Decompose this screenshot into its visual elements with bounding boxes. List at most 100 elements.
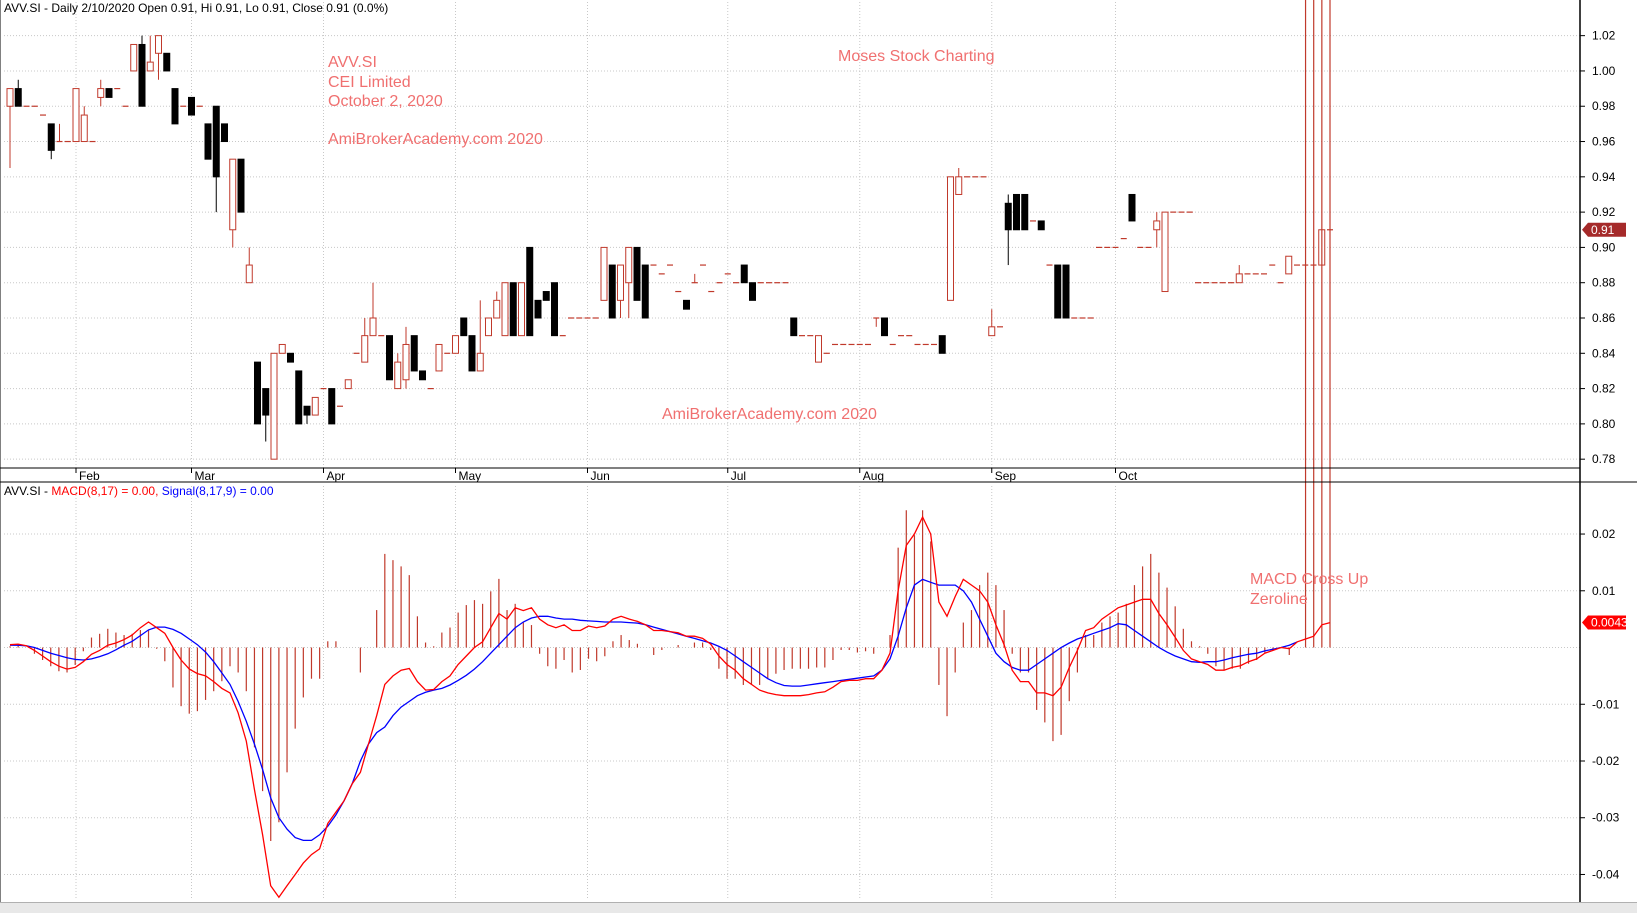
candle-up [97,88,105,98]
candle-up [245,264,253,284]
month-label: Oct [1119,469,1138,483]
candle-down [542,291,550,301]
price-tick-label: 0.96 [1592,135,1616,149]
macd-tick-label: 0.01 [1592,584,1616,598]
candle-up [815,335,822,363]
price-tick-label: 1.02 [1592,29,1616,43]
candlestick-series [6,35,1333,460]
month-label: Jun [591,469,610,483]
price-tick-label: 0.98 [1592,99,1616,113]
candle-down [551,282,558,337]
candle-down [262,388,270,416]
candle-down [14,88,22,107]
candle-down [1062,264,1070,319]
candle-down [254,361,261,425]
candle-up [344,379,352,390]
candle-up [1285,255,1293,275]
price-tick-label: 0.84 [1592,346,1616,360]
candle-up [369,317,377,337]
candle-down [295,370,303,425]
sheet-tab-bar[interactable] [0,902,1637,913]
macd-line [9,515,1331,899]
month-label: Apr [327,469,346,483]
watermark-bottom: AmiBrokerAcademy.com 2020 [662,406,877,423]
candle-up [270,352,278,460]
month-label: Jul [731,469,746,483]
candle-up [402,343,410,381]
candle-up [501,282,509,337]
candle-down [386,335,393,381]
macd-tick-label: -0.04 [1592,867,1620,881]
macd-label: MACD(8,17) = 0.00, [51,484,159,498]
candle-down [419,370,426,381]
candle-down [1054,264,1062,319]
candle-down [938,335,946,354]
candle-down [138,43,146,107]
candle-down [163,52,171,72]
price-tick-label: 1.00 [1592,64,1616,78]
candle-up [493,299,501,319]
candle-down [212,105,220,178]
month-label: Aug [863,469,884,483]
candle-down [204,123,212,160]
candle-down [460,317,468,337]
last-price-badge-bg [1582,222,1626,237]
candle-up [278,343,286,354]
candle-up [518,282,525,337]
candle-up [988,326,996,337]
month-label: Mar [195,469,216,483]
macd-value-badge-bg [1582,615,1626,630]
candle-up [1161,211,1169,293]
macd-tick-label: 0.02 [1592,527,1616,541]
candle-down [881,317,888,337]
macd-histogram [9,0,1331,841]
macd-ticker-prefix: AVV.SI - [4,484,52,498]
candle-up [476,352,484,372]
candle-down [221,123,228,143]
month-label: Feb [79,469,100,483]
candle-up [146,61,154,72]
price-tick-label: 0.88 [1592,276,1616,290]
signal-line [10,578,1298,842]
candle-up [311,396,319,416]
candle-down [237,158,245,213]
macd-note-line2: Zeroline [1250,591,1308,608]
value-badges: 0.91 0.00436 0.00097 [1582,0,1635,630]
signal-label: Signal(8,17,9) = 0.00 [161,484,274,498]
candle-down [641,264,649,319]
candle-up [955,176,963,195]
candle-down [509,282,517,337]
date-annotation: October 2, 2020 [328,93,443,110]
macd-value-badge: 0.00436 [1591,616,1635,630]
price-tick-label: 0.90 [1592,240,1616,254]
candle-down [171,88,179,125]
candle-down [328,388,336,425]
candle-up [80,114,88,143]
price-tick-label: 0.86 [1592,311,1616,325]
candle-up [452,335,459,354]
price-panel-title: AVV.SI - Daily 2/10/2020 Open 0.91, Hi 0… [4,1,389,15]
candle-down [534,299,542,319]
candle-up [485,317,492,337]
last-price-badge: 0.91 [1591,223,1615,237]
candle-up [600,246,608,301]
candle-up [625,246,633,284]
macd-tick-label: -0.03 [1592,811,1620,825]
price-tick-label: 0.80 [1592,417,1616,431]
candle-up [1235,273,1243,284]
candle-down [1013,193,1020,231]
candle-up [435,343,443,372]
candle-down [468,335,476,372]
candle-down [683,299,690,310]
candle-down [188,96,195,116]
candle-up [155,35,162,54]
candle-down [1128,193,1136,222]
candle-down [1037,220,1045,231]
candle-down [303,405,311,416]
company-annotation: CEI Limited [328,74,411,91]
month-label: May [459,469,482,483]
candle-down [1021,193,1029,231]
candle-down [287,352,294,363]
month-label: Sep [995,469,1017,483]
